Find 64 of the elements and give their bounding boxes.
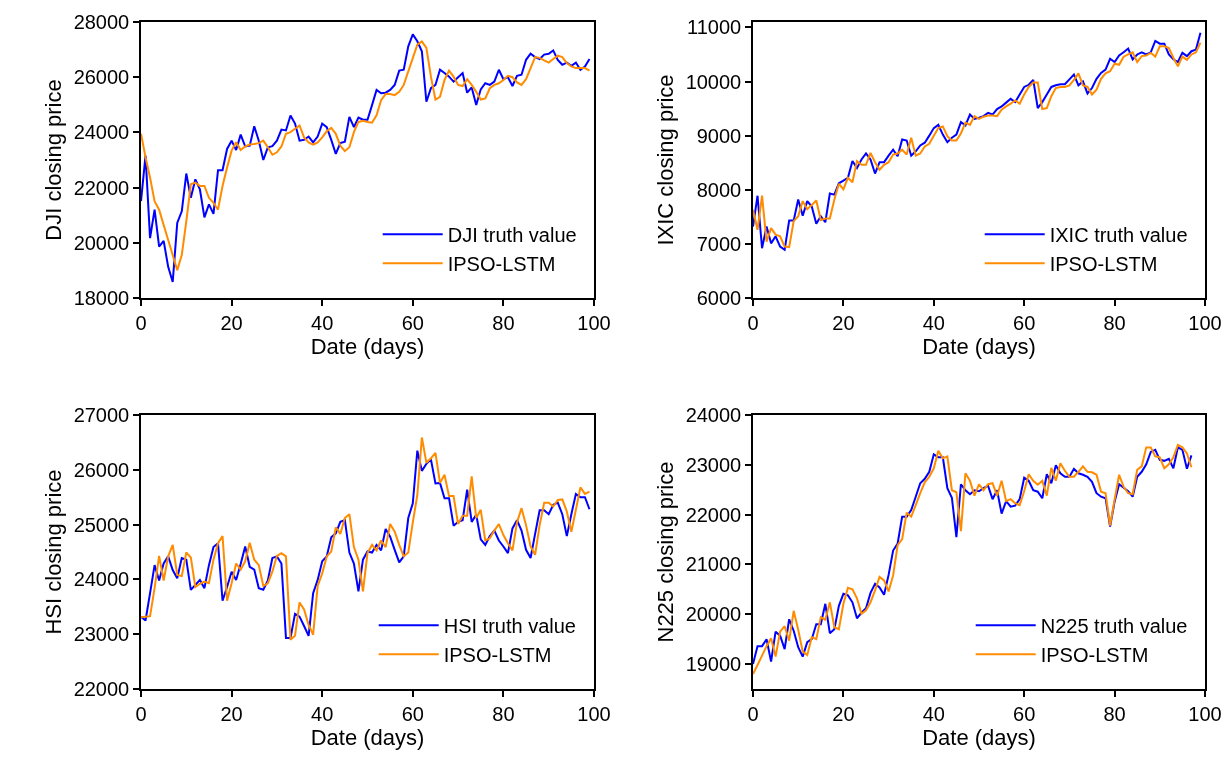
x-tick-label: 100 — [577, 702, 611, 725]
y-tick-label: 26000 — [73, 458, 130, 481]
y-tick-label: 8000 — [696, 178, 742, 201]
y-axis-title: DJI closing price — [40, 79, 66, 241]
y-tick-label: 24000 — [73, 568, 130, 591]
y-tick-label: 10000 — [685, 70, 742, 93]
x-tick-label: 60 — [401, 702, 424, 725]
x-tick-label: 80 — [1103, 702, 1126, 725]
y-tick-label: 23000 — [685, 453, 742, 476]
y-axis-title: N225 closing price — [652, 461, 678, 643]
y-tick-label: 27000 — [73, 404, 130, 426]
y-tick-label: 18000 — [73, 287, 130, 309]
x-axis-title: Date (days) — [922, 333, 1036, 359]
y-tick-label: 26000 — [73, 66, 130, 89]
legend-label: IPSO-LSTM — [1040, 643, 1149, 666]
y-tick-label: 24000 — [685, 404, 742, 426]
y-axis-title: IXIC closing price — [652, 74, 678, 246]
x-tick-label: 60 — [1013, 311, 1036, 334]
y-tick-label: 20000 — [685, 603, 742, 626]
legend-label: DJI truth value — [447, 223, 577, 246]
y-tick-label: 22000 — [685, 503, 742, 526]
legend-label: IPSO-LSTM — [443, 643, 552, 666]
x-tick-label: 20 — [832, 311, 855, 334]
x-tick-label: 20 — [832, 702, 855, 725]
x-tick-label: 20 — [220, 311, 243, 334]
x-axis-title: Date (days) — [310, 333, 425, 359]
x-tick-label: 60 — [401, 311, 424, 334]
y-tick-label: 22000 — [73, 176, 130, 199]
y-tick-label: 23000 — [73, 623, 130, 646]
x-tick-label: 80 — [492, 311, 515, 334]
x-axis-title: Date (days) — [310, 724, 425, 750]
y-tick-label: 25000 — [73, 513, 130, 536]
legend-label: IPSO-LSTM — [1049, 252, 1158, 275]
x-tick-label: 0 — [135, 702, 147, 725]
y-tick-label: 7000 — [696, 232, 742, 255]
x-tick-label: 80 — [492, 702, 515, 725]
x-tick-label: 100 — [577, 311, 611, 334]
y-tick-label: 20000 — [73, 231, 130, 254]
y-tick-label: 28000 — [73, 11, 130, 33]
y-tick-label: 22000 — [73, 678, 130, 700]
y-tick-label: 19000 — [685, 653, 742, 676]
x-axis-title: Date (days) — [922, 724, 1036, 750]
x-tick-label: 60 — [1013, 702, 1036, 725]
y-axis-title: HSI closing price — [40, 469, 66, 635]
legend-label: IXIC truth value — [1049, 223, 1188, 246]
x-tick-label: 100 — [1188, 702, 1222, 725]
legend-label: IPSO-LSTM — [447, 252, 556, 275]
y-tick-label: 21000 — [685, 553, 742, 576]
x-tick-label: 40 — [311, 311, 334, 334]
x-tick-label: 40 — [311, 702, 334, 725]
x-tick-label: 100 — [1188, 311, 1222, 334]
x-tick-label: 40 — [922, 311, 945, 334]
y-tick-label: 9000 — [696, 124, 742, 147]
legend-label: N225 truth value — [1040, 614, 1188, 637]
x-tick-label: 20 — [220, 702, 243, 725]
x-tick-label: 0 — [135, 311, 147, 334]
x-tick-label: 0 — [747, 702, 759, 725]
x-tick-label: 40 — [922, 702, 945, 725]
x-tick-label: 0 — [747, 311, 759, 334]
y-tick-label: 6000 — [696, 287, 742, 309]
legend-label: HSI truth value — [443, 614, 576, 637]
y-tick-label: 24000 — [73, 121, 130, 144]
y-tick-label: 11000 — [687, 16, 742, 39]
x-tick-label: 80 — [1103, 311, 1126, 334]
